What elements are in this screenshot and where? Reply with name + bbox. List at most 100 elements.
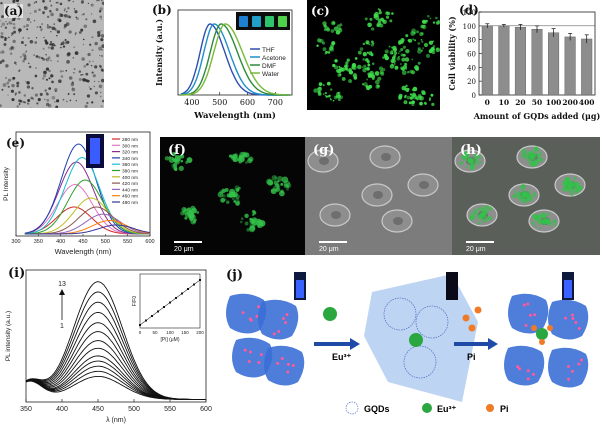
nanoparticle [19, 55, 22, 59]
nanoparticle [30, 21, 32, 23]
fluorescent-speck [238, 154, 243, 159]
nanoparticle [1, 22, 6, 26]
surface-group [522, 303, 526, 307]
fluorescent-speck [407, 87, 410, 91]
nanoparticle [73, 68, 76, 70]
y-tick-label: 100 [463, 23, 476, 31]
scale-bar-h [466, 241, 494, 243]
legend-label: 320 nm [122, 150, 138, 156]
nanoparticle [68, 76, 73, 80]
gqd-cell [258, 299, 299, 340]
fluorescent-speck [409, 93, 413, 96]
fluorescent-speck [359, 47, 364, 51]
nanoparticle [18, 28, 22, 32]
fluorescent-speck [411, 101, 415, 104]
nanoparticle [78, 78, 82, 82]
surface-group [574, 320, 578, 324]
nanoparticle [72, 57, 74, 59]
merged-image-h [454, 145, 586, 233]
legend-label: 340 nm [122, 156, 138, 162]
fluorescent-speck [480, 213, 484, 217]
nanoparticle [30, 107, 32, 108]
nanoparticle [7, 78, 12, 82]
nanoparticle [0, 60, 3, 64]
surface-group [248, 350, 252, 354]
fluorescent-speck [394, 65, 399, 70]
fluorescent-speck [186, 157, 193, 163]
vial [252, 16, 261, 27]
gqd-cell [264, 345, 305, 386]
fluorescent-speck [332, 21, 336, 25]
y-tick-label: 120 [463, 9, 476, 17]
fluorescent-speck [391, 46, 394, 49]
surface-group [282, 316, 286, 320]
fluorescent-speck [379, 23, 384, 28]
label-i: (i) [8, 266, 26, 281]
fluorescent-speck [338, 65, 341, 68]
nanoparticle [84, 104, 88, 108]
nanoparticle [26, 85, 31, 89]
fluorescent-speck [375, 16, 380, 21]
panel-a: (a) [0, 0, 104, 108]
nanoparticle [87, 52, 91, 57]
nanoparticle [22, 53, 26, 57]
nanoparticle [51, 95, 56, 100]
fluorescent-speck [327, 51, 331, 54]
nanoparticle [0, 51, 2, 54]
fluorescent-speck [374, 79, 380, 85]
fluorescent-speck [275, 187, 281, 193]
fluorescent-speck [534, 216, 538, 219]
cell-nucleus [419, 181, 429, 189]
nanoparticle [64, 14, 68, 18]
nanoparticle [39, 92, 43, 96]
fluorescent-cell [373, 8, 394, 25]
legend-gqd-icon [345, 401, 359, 415]
fluorescent-speck [484, 204, 490, 211]
fluorescent-speck [339, 73, 342, 76]
panel-e: 300 350 400 450 500 550 600 280 nm 300 nm 320 nm 3… [0, 128, 155, 260]
nanoparticle [26, 81, 30, 85]
eu-ion [323, 307, 337, 321]
surface-group [285, 313, 289, 317]
nanoparticle [82, 13, 85, 16]
fluorescent-cell [228, 151, 254, 164]
fluorescent-cell [357, 40, 375, 57]
bar [564, 36, 576, 96]
fluorescent-cell [469, 204, 493, 225]
surface-group [286, 362, 290, 366]
label-c: (c) [311, 4, 330, 18]
fluorescent-speck [327, 94, 331, 98]
fluorescent-speck [365, 40, 370, 45]
fluorescent-speck [483, 207, 488, 212]
nanoparticle [56, 34, 58, 37]
fluorescent-speck [415, 96, 419, 100]
fluorescent-speck [371, 27, 375, 31]
fluorescent-speck [532, 192, 537, 197]
fluorescent-speck [484, 215, 487, 218]
nanoparticle [1, 35, 3, 38]
surface-group [532, 372, 536, 376]
nanoparticle [100, 91, 102, 93]
nanoparticle [18, 91, 21, 94]
fluorescent-speck [184, 216, 188, 220]
fluorescent-speck [401, 57, 406, 62]
nanoparticle [22, 59, 25, 63]
nanoparticle [95, 0, 99, 2]
nanoparticle [9, 52, 13, 55]
fluorescent-speck [416, 98, 419, 101]
fluorescent-speck [411, 88, 415, 92]
nanoparticle [98, 10, 102, 13]
legend-label: 440 nm [122, 187, 138, 193]
fluorescent-speck [429, 97, 432, 100]
nanoparticle [60, 46, 62, 49]
nanoparticle [11, 23, 13, 25]
nanoparticle [45, 57, 50, 62]
nanoparticle [4, 38, 7, 42]
nanoparticle [83, 65, 87, 68]
surface-group [272, 332, 276, 336]
nanoparticle [34, 41, 38, 44]
fluorescent-speck [269, 182, 273, 186]
confocal-image-c [313, 8, 440, 107]
inset-point [151, 315, 153, 317]
plot-frame-i [25, 269, 207, 403]
